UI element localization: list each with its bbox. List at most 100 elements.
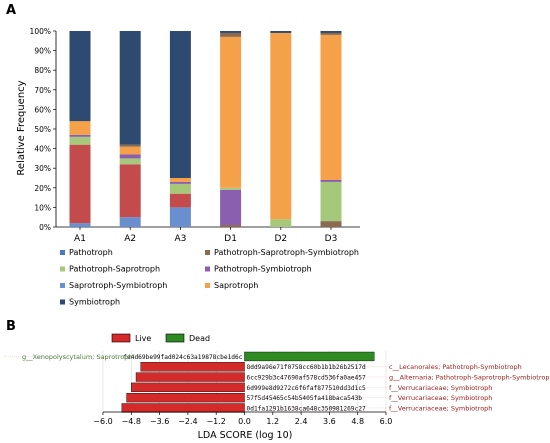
panel-a-bar-segment xyxy=(270,219,292,227)
legend-swatch xyxy=(60,283,65,288)
panel-b-bar-annotation: f__Verrucariaceae; Symbiotroph xyxy=(389,404,492,412)
panel-b-x-axis-label: LDA SCORE (log 10) xyxy=(198,430,293,441)
panel-a-bar-segment xyxy=(169,193,191,208)
panel-a-bar-segment xyxy=(169,181,191,184)
panel-a-bar-segment xyxy=(69,31,91,122)
panel-a-bar-segment xyxy=(220,31,242,33)
panel-a-label: A xyxy=(6,3,16,18)
panel-a-bar-segment xyxy=(69,144,91,224)
panel-b-bar xyxy=(121,403,245,413)
panel-a-bar-segment xyxy=(220,187,242,190)
panel-a-bar-segment xyxy=(320,32,342,35)
panel-b-x-tick-label: 3.6 xyxy=(323,417,336,426)
panel-a-bar-segment xyxy=(220,189,242,226)
panel-b-legend-swatch xyxy=(111,333,131,343)
panel-a-bar-segment xyxy=(119,158,141,165)
panel-b-x-tick-label: −4.8 xyxy=(122,417,141,426)
panel-b-chart: LDA SCORE (log 10) Live Dead fe4d69be99fad… xyxy=(4,333,550,441)
panel-a-y-tick-label: 30% xyxy=(34,164,51,173)
panel-a-y-tick-label: 70% xyxy=(34,86,51,95)
panel-b-x-tick-label: 2.4 xyxy=(295,417,308,426)
legend-swatch xyxy=(60,250,65,255)
panel-a-bar-segment xyxy=(270,31,292,33)
legend-swatch xyxy=(60,266,65,272)
panel-b-bar xyxy=(126,393,245,403)
panel-a-bar-segment xyxy=(169,178,191,182)
panel-a-bar-segment xyxy=(169,31,191,178)
panel-a-chart: Relative Frequency 0% 10% 20% 30% 40% 50% 60% 7… xyxy=(16,27,360,244)
legend-swatch xyxy=(205,250,210,255)
legend-label: Saprotroph-Symbiotroph xyxy=(69,281,167,290)
panel-a-legend: Pathotroph Pathotroph-Saprotroph-Symbiotr… xyxy=(60,248,359,307)
panel-a-bar-segment xyxy=(169,207,191,227)
panel-b-x-tick-label: −6.0 xyxy=(93,417,112,426)
panel-b-x-tick-label: 4.8 xyxy=(351,417,364,426)
legend-swatch xyxy=(205,283,210,288)
panel-a-x-tick-label: D2 xyxy=(274,234,287,244)
panel-b-bar-annotation: c__Lecanorales; Pathotroph-Symbiotroph xyxy=(389,363,522,371)
panel-a-bar-segment xyxy=(320,179,342,182)
panel-b-legend-swatch xyxy=(165,333,185,343)
panel-b-x-tick-label: −3.6 xyxy=(150,417,169,426)
panel-b-bar-annotation: f__Verrucariaceae; Symbiotroph xyxy=(389,384,492,392)
panel-b-bar-id: 6cc929b3c47690af578cd536fa0ae457 xyxy=(247,375,366,382)
panel-a-y-tick-label: 40% xyxy=(34,145,51,154)
panel-a-x-tick-label: A2 xyxy=(124,234,136,244)
panel-a-bar-segment xyxy=(320,31,342,33)
panel-a-bar-segment xyxy=(69,223,91,227)
panel-b-bar-annotation: g__Xenopolyscytalum; Saprotroph xyxy=(22,353,133,361)
panel-a-y-tick-label: 10% xyxy=(34,203,51,212)
legend-swatch xyxy=(60,299,65,305)
legend-swatch xyxy=(205,266,210,272)
panel-b-bar-id: 0d1fa1291b1638ca648c350981269c27 xyxy=(247,405,366,412)
panel-b-bar xyxy=(135,372,245,382)
panel-a-bar-segment xyxy=(220,36,242,188)
legend-label: Saprotroph xyxy=(214,281,258,290)
panel-a-bar-segment xyxy=(119,144,141,147)
panel-a-y-axis-label: Relative Frequency xyxy=(16,80,27,175)
panel-b-x-tick-label: −1.2 xyxy=(206,417,225,426)
panel-a-bar-segment xyxy=(119,154,141,159)
panel-a-bar-segment xyxy=(69,134,91,137)
panel-a-bar-segment xyxy=(119,31,141,145)
panel-b-legend-label: Dead xyxy=(189,334,210,343)
panel-a-bar-segment xyxy=(220,225,242,227)
panel-a-x-tick-label: D1 xyxy=(224,234,237,244)
legend-label: Symbiotroph xyxy=(69,298,120,307)
panel-b-x-tick-label: 6.0 xyxy=(380,417,393,426)
panel-b-bar-id: fe4d69be99fad024c63a19878cbe1d6c xyxy=(123,354,242,361)
panel-a-bar-segment xyxy=(270,32,292,220)
panel-a-y-tick-label: 20% xyxy=(34,184,51,193)
panel-a-bar-segment xyxy=(69,136,91,145)
legend-label: Pathotroph-Symbiotroph xyxy=(214,265,312,274)
panel-a-bar-segment xyxy=(119,146,141,155)
panel-a-y-tick-label: 80% xyxy=(34,66,51,75)
panel-b-bar xyxy=(131,382,245,392)
legend-label: Pathotroph xyxy=(69,248,113,257)
panel-b-bar-id: 6d999e8d9272c6f6faf877510dd3d1c5 xyxy=(247,385,366,392)
panel-a-y-tick-label: 50% xyxy=(34,125,51,134)
panel-a-bar-segment xyxy=(169,183,191,194)
panel-a-y-tick-label: 90% xyxy=(34,47,51,56)
panel-a-bar-segment xyxy=(320,34,342,180)
panel-a-y-tick-label: 100% xyxy=(30,27,51,36)
panel-a-bar-segment xyxy=(220,32,242,37)
panel-b-x-tick-label: 1.2 xyxy=(266,417,279,426)
panel-a-x-tick-label: A3 xyxy=(174,234,186,244)
panel-b-bar-id: 57f5d45465c54b5405fa418baca543b xyxy=(247,395,363,402)
panel-a-bar-segment xyxy=(320,221,342,227)
panel-a-bar-segment xyxy=(119,164,141,218)
panel-b-x-tick-label: 0.0 xyxy=(238,417,251,426)
panel-a-bar-segment xyxy=(320,181,342,222)
panel-b-x-tick-label: −2.4 xyxy=(178,417,197,426)
legend-label: Pathotroph-Saprotroph-Symbiotroph xyxy=(214,248,359,257)
panel-b-bar-id: 8dd9a96e71f0758cc60b1b1b26b2517d xyxy=(247,364,366,371)
panel-a-x-tick-label: A1 xyxy=(74,234,86,244)
panel-b-bar xyxy=(244,351,375,362)
panel-b-bar xyxy=(140,362,245,372)
panel-b-bar-annotation: g__Alternaria; Pathotroph-Saprotroph-Sym… xyxy=(389,374,550,382)
legend-label: Pathotroph-Saprotroph xyxy=(69,265,160,274)
panel-a-bar-segment xyxy=(69,121,91,135)
panel-a-y-tick-label: 60% xyxy=(34,105,51,114)
